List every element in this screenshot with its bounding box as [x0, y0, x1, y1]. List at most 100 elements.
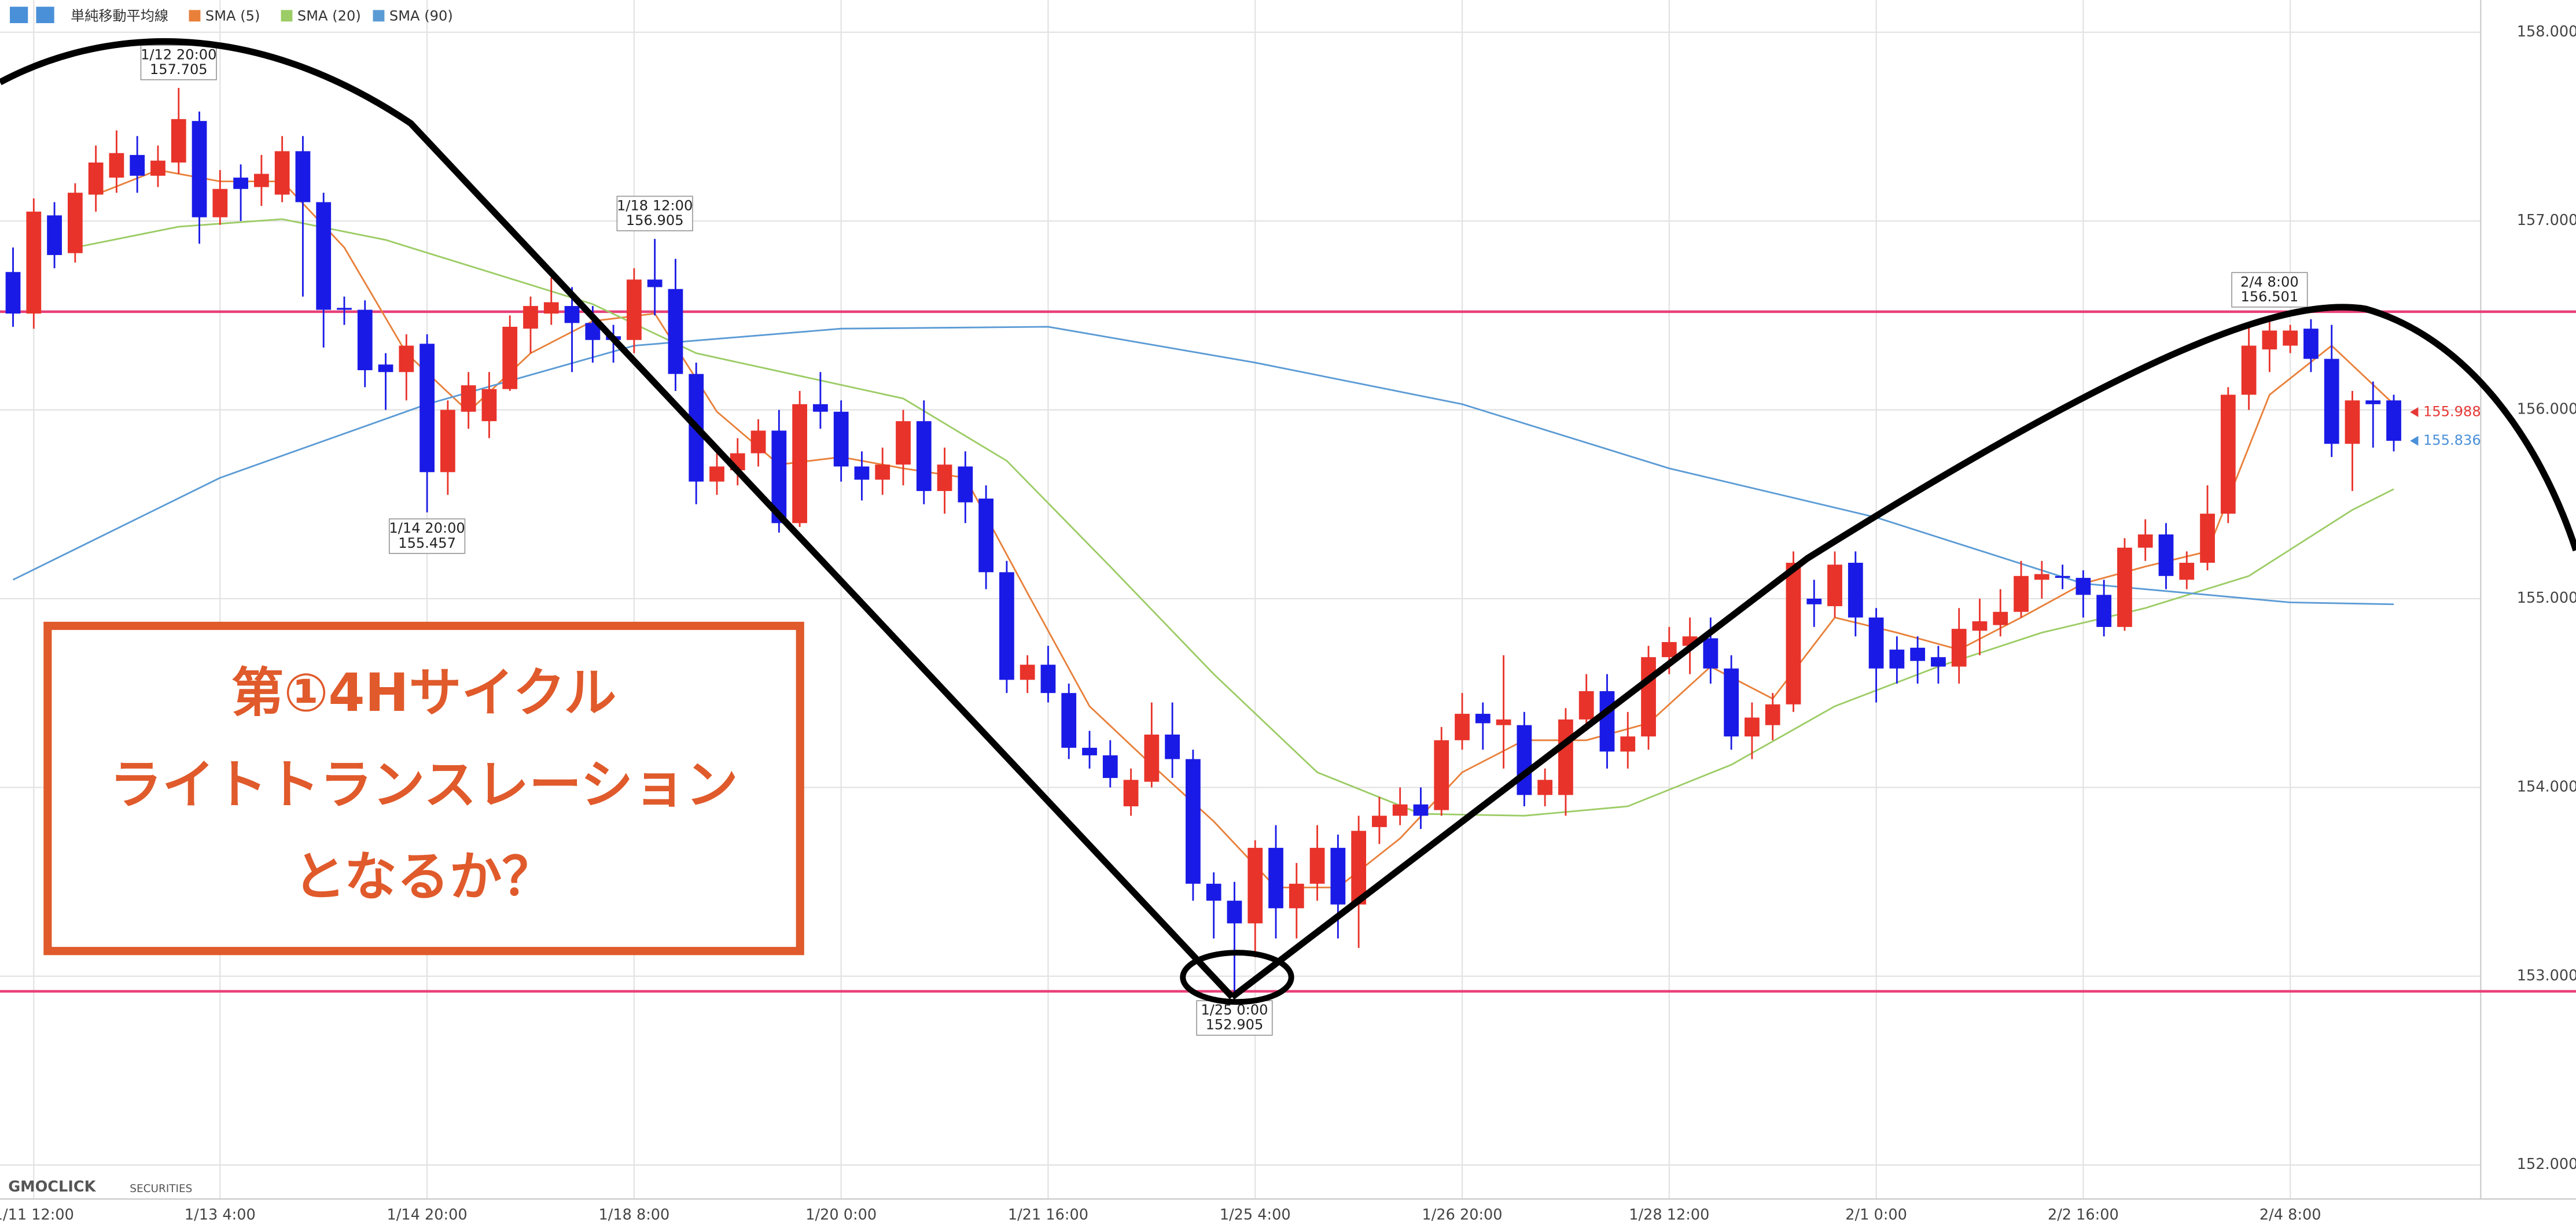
candle-body: [1102, 755, 1118, 779]
candle-body: [2220, 394, 2236, 514]
candle-body: [1931, 657, 1946, 667]
candle-body: [1517, 725, 1532, 795]
x-tick-label: 1/13 4:00: [185, 1206, 256, 1223]
y-tick-label: 153.000: [2517, 967, 2576, 984]
candle-body: [2386, 400, 2401, 441]
toolbar-icon[interactable]: [36, 6, 54, 24]
candle-body: [1537, 780, 1553, 795]
candle-body: [2324, 359, 2339, 444]
candle-body: [1082, 747, 1097, 755]
candle-body: [378, 364, 393, 372]
candle-body: [1061, 693, 1077, 748]
candle-body: [109, 153, 124, 178]
candle-body: [1247, 847, 1263, 924]
candle-body: [750, 430, 766, 453]
candle-body: [647, 279, 663, 287]
candle-body: [2283, 330, 2298, 346]
candle-body: [523, 306, 538, 329]
annotation-line: ライトトランスレーション: [109, 755, 738, 816]
candle-body: [88, 162, 104, 195]
candle-body: [1889, 650, 1905, 669]
y-tick-label: 157.000: [2517, 212, 2576, 229]
candle-body: [2014, 576, 2029, 612]
candle-body: [1227, 901, 1242, 924]
candle-body: [709, 466, 724, 482]
candle-body: [1641, 657, 1656, 737]
candle-body: [896, 421, 911, 465]
y-tick-label: 155.000: [2517, 589, 2576, 607]
cycle-curve-left: [0, 38, 1235, 999]
toolbar-icon[interactable]: [10, 6, 28, 24]
legend: SMA (5) SMA (20) SMA (90): [189, 8, 453, 24]
callout-time: 1/14 20:00: [389, 520, 465, 536]
candle-body: [958, 466, 973, 503]
candle-body: [1434, 740, 1449, 810]
candle-body: [1703, 638, 1718, 669]
candle-body: [1372, 816, 1387, 827]
candle-body: [1144, 734, 1160, 782]
candle-body: [2158, 534, 2174, 576]
y-tick-label: 152.000: [2517, 1156, 2576, 1173]
x-tick-label: 1/18 8:00: [598, 1206, 669, 1223]
candle-body: [1455, 714, 1470, 740]
callout-time: 1/12 20:00: [141, 46, 216, 62]
candle-body: [2055, 576, 2070, 578]
candle-body: [2241, 345, 2257, 395]
candle-body: [47, 215, 62, 255]
legend-swatch: [189, 10, 201, 22]
candle-body: [1724, 668, 1739, 737]
candle-body: [1392, 804, 1408, 816]
candle-body: [1993, 611, 2008, 625]
candle-body: [461, 385, 476, 412]
candle-body: [1765, 704, 1780, 725]
x-tick-label: 1/28 12:00: [1629, 1206, 1709, 1223]
candle-body: [1951, 629, 1967, 667]
x-tick-label: 1/11 12:00: [0, 1206, 74, 1223]
candle-body: [1268, 847, 1283, 909]
sma-line: [95, 169, 2395, 888]
candle-body: [1413, 804, 1429, 816]
candle-body: [1020, 665, 1035, 680]
candle-body: [399, 345, 414, 372]
callout-value: 155.457: [398, 535, 456, 551]
candle-body: [1972, 621, 1988, 631]
price-callout: [616, 196, 693, 231]
legend-swatch: [373, 10, 385, 22]
x-tick-label: 2/2 16:00: [2048, 1206, 2119, 1223]
x-tick-label: 2/1 0:00: [1845, 1206, 1907, 1223]
callout-time: 1/18 12:00: [617, 197, 693, 213]
annotation-line: 第①4Hサイクル: [231, 663, 617, 724]
last-price-marker: [2410, 436, 2419, 446]
y-tick-label: 156.000: [2517, 401, 2576, 418]
x-tick-label: 1/26 20:00: [1422, 1206, 1502, 1223]
candle-body: [295, 151, 311, 202]
y-tick-label: 154.000: [2517, 778, 2576, 795]
candle-body: [130, 154, 145, 176]
candle-body: [1848, 562, 1863, 618]
cycle-curve-right: [1230, 304, 2576, 1000]
x-tick-label: 1/14 20:00: [387, 1206, 468, 1223]
candle-body: [543, 302, 559, 314]
y-tick-label: 158.000: [2517, 23, 2576, 40]
candle-body: [171, 119, 186, 163]
candle-body: [67, 193, 83, 253]
callout-time: 2/4 8:00: [2240, 274, 2299, 290]
candle-body: [1578, 691, 1594, 720]
candle-body: [502, 326, 518, 389]
candle-body: [1123, 780, 1139, 807]
candle-body: [1661, 642, 1677, 658]
annotation-line: となるか？: [293, 847, 554, 908]
legend-swatch: [281, 10, 293, 22]
candle-body: [233, 178, 248, 189]
candle-body: [875, 464, 890, 480]
callout-value: 156.501: [2240, 289, 2298, 305]
candle-body: [1806, 598, 1822, 604]
logo-suffix: SECURITIES: [130, 1183, 192, 1195]
candle-body: [2200, 514, 2215, 563]
bottom-circle: [1180, 950, 1294, 1005]
legend-title: 単純移動平均線: [71, 8, 168, 24]
candle-body: [1289, 883, 1304, 909]
